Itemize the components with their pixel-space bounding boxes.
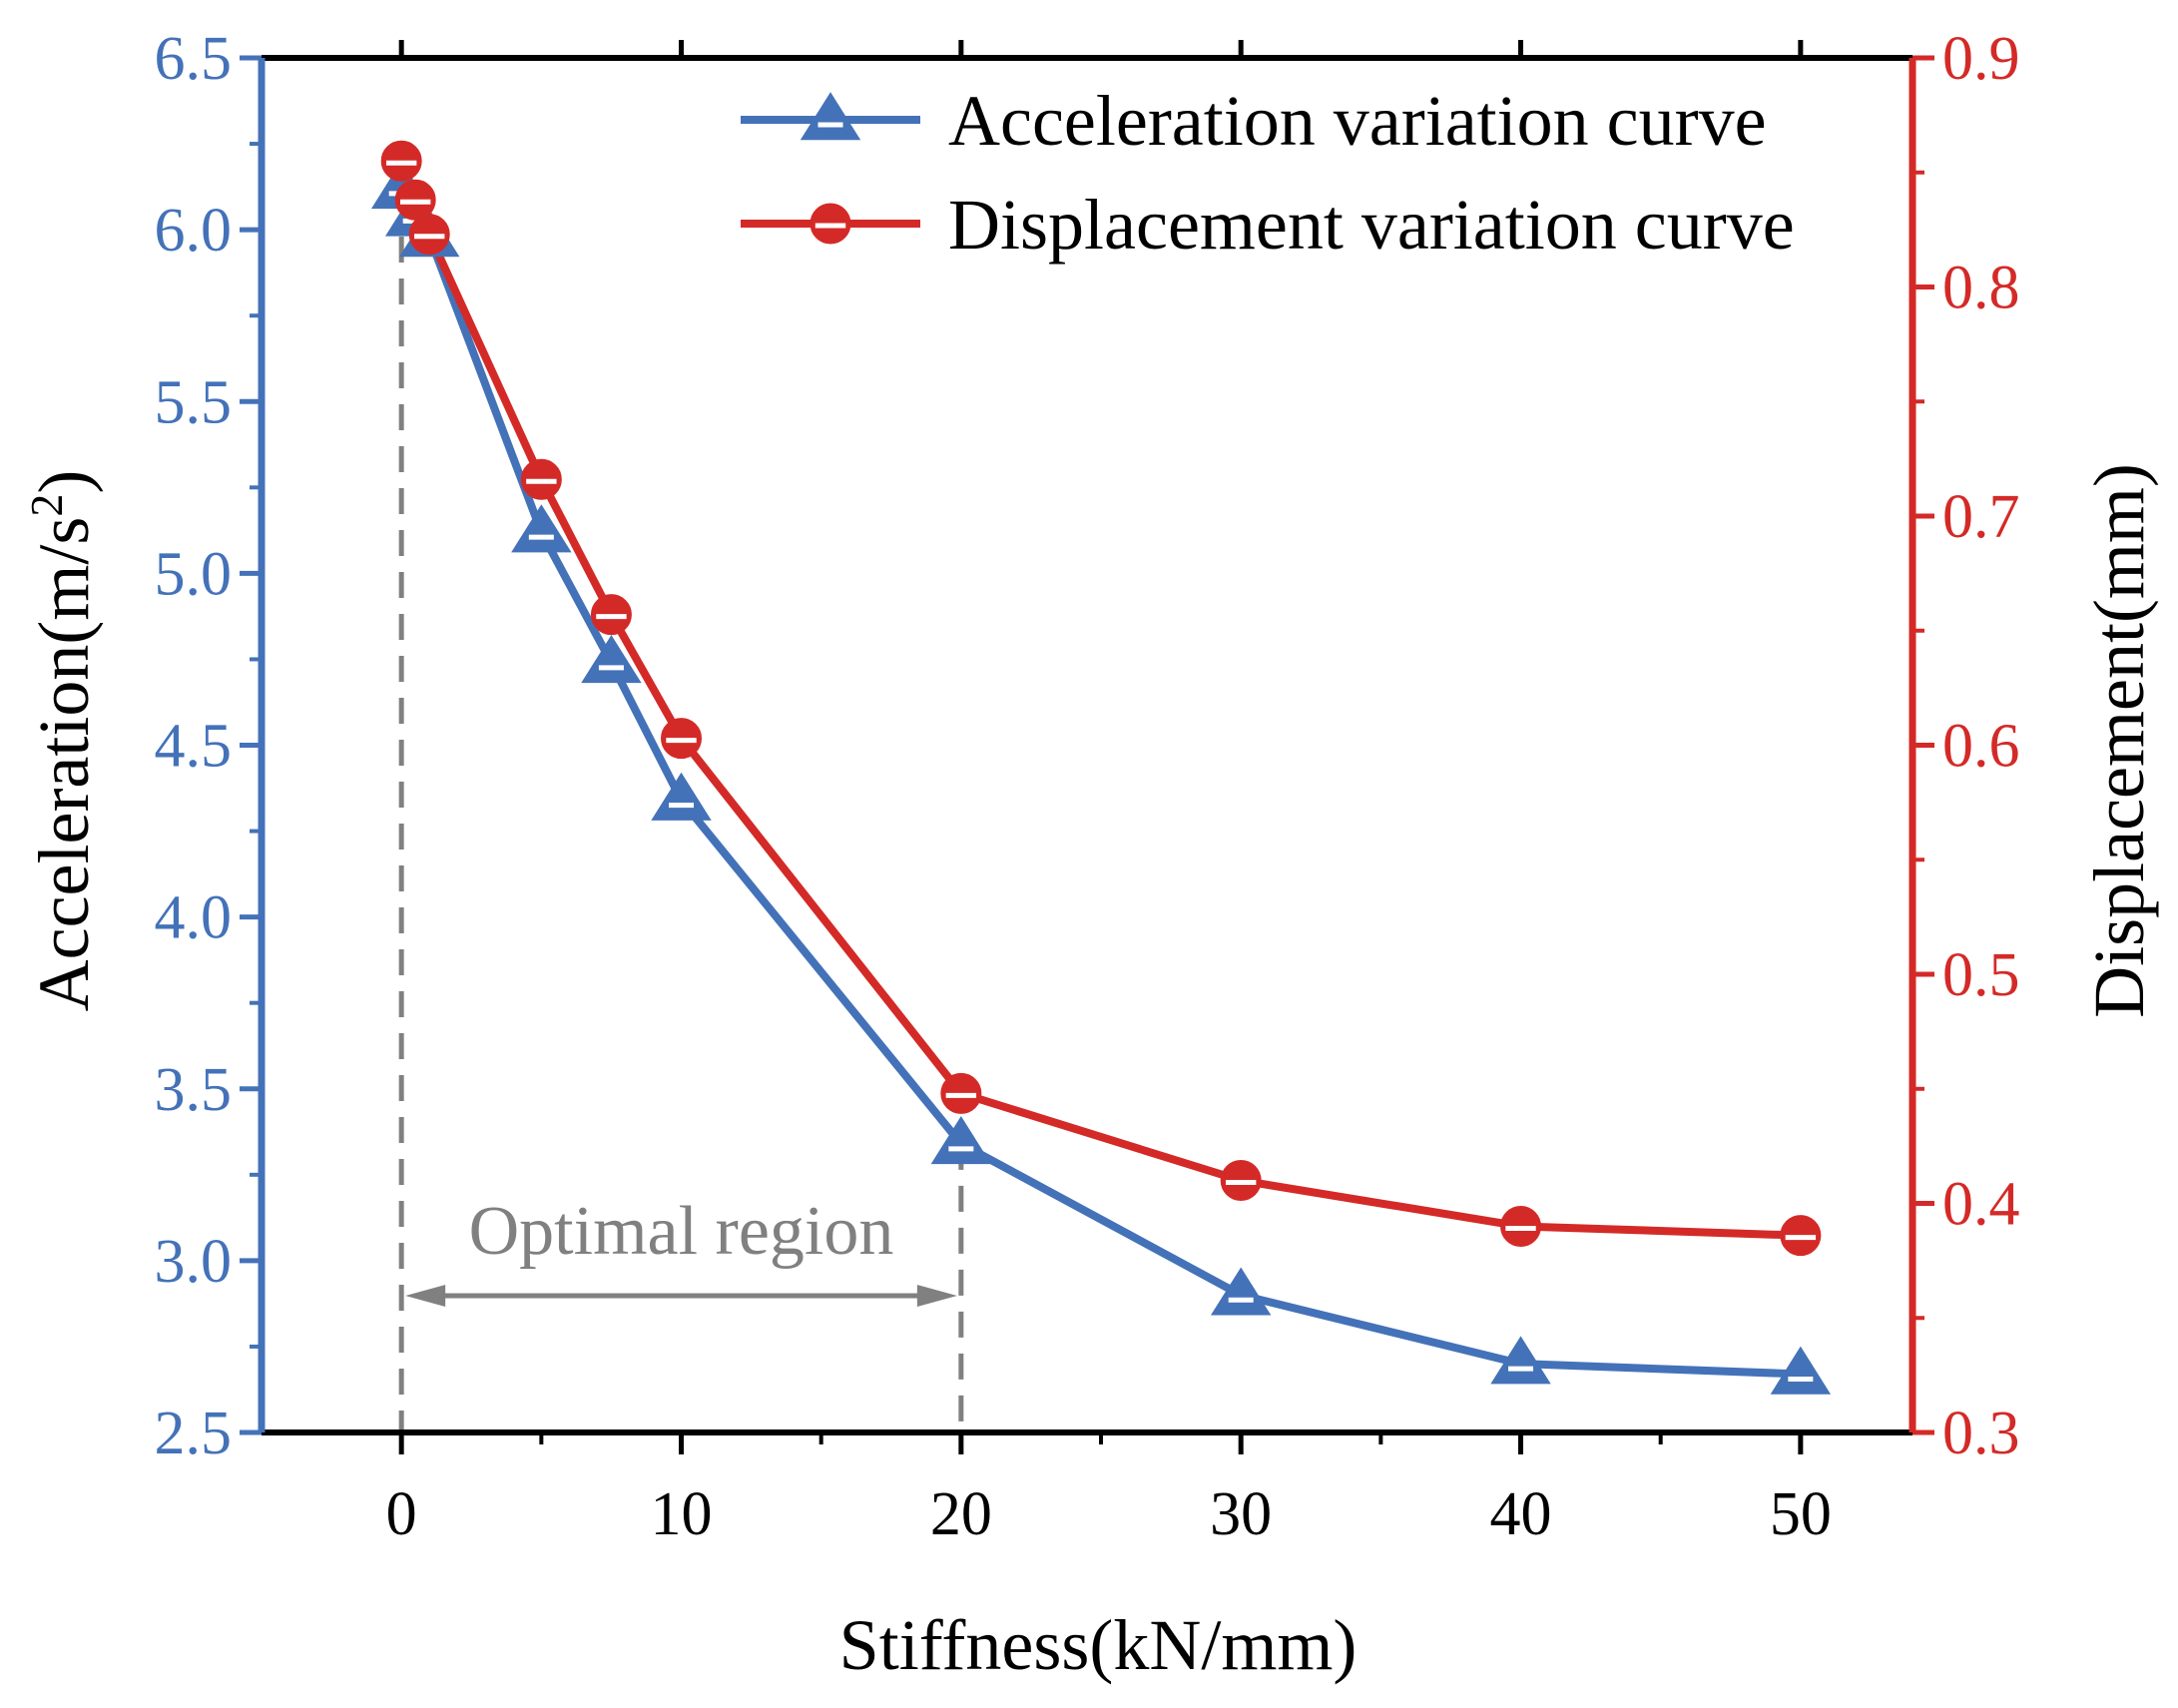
displacement-data-point	[408, 214, 450, 256]
displacement-data-point	[380, 140, 422, 182]
displacement-data-point	[394, 179, 436, 221]
y-right-tick-label: 0.5	[1942, 941, 2020, 1009]
x-tick-label: 40	[1490, 1480, 1552, 1548]
triangle-marker-shape	[511, 504, 572, 553]
optimal-region-label: Optimal region	[469, 1193, 894, 1270]
legend-label: Displacement variation curve	[948, 185, 1795, 265]
y-right-tick-label: 0.7	[1942, 483, 2020, 551]
displacement-series-line	[397, 159, 1801, 1240]
y-left-axis-title: Acceleration(m/s2)	[21, 470, 104, 1012]
legend-circle-marker	[810, 203, 851, 245]
x-tick-label: 0	[386, 1480, 417, 1548]
triangle-marker-shape	[651, 772, 712, 821]
triangle-marker-shape	[1770, 1346, 1832, 1395]
acceleration-data-point	[1210, 1267, 1272, 1316]
y-left-tick-label: 4.5	[155, 713, 233, 781]
displacement-data-point	[1500, 1205, 1542, 1247]
y-right-tick-label: 0.4	[1942, 1171, 2020, 1239]
y-left-tick-label: 2.5	[155, 1400, 233, 1467]
optimal-region-annotation: Optimal region	[398, 237, 964, 1432]
acceleration-data-point	[581, 635, 642, 684]
triangle-marker-shape	[1210, 1267, 1272, 1316]
y-left-tick-label: 6.0	[155, 197, 233, 265]
y-left-tick-label: 6.5	[155, 25, 233, 93]
y-right-tick-label: 0.3	[1942, 1400, 2020, 1467]
y-left-title-superscript: 2	[21, 494, 72, 517]
x-tick-label: 30	[1210, 1480, 1272, 1548]
displacement-data-point	[661, 718, 703, 760]
tick-layer: 0 10 20 30 40 50 2.5 3.0 3.5 4.0 4.5 5.0 5.5 6.0 6.5 0.…	[155, 25, 2020, 1548]
y-right-axis-title: Displacement(mm)	[2079, 463, 2159, 1018]
y-left-tick-label: 5.5	[155, 368, 233, 436]
series-layer	[370, 140, 1832, 1395]
triangle-marker-shape	[1490, 1336, 1551, 1385]
y-right-tick-label: 0.9	[1942, 25, 2020, 93]
acceleration-data-point	[1770, 1346, 1832, 1395]
y-right-tick-label: 0.6	[1942, 713, 2020, 781]
legend-item-acceleration: Acceleration variation curve	[741, 81, 1767, 161]
x-tick-label: 10	[651, 1480, 713, 1548]
optimal-region-arrowhead-left	[405, 1285, 446, 1307]
y-left-title-tail: )	[24, 470, 104, 494]
y-left-tick-label: 4.0	[155, 884, 233, 952]
legend-triangle-marker	[800, 92, 861, 141]
triangle-marker-shape	[581, 635, 642, 684]
acceleration-data-point	[651, 772, 712, 821]
displacement-data-point	[520, 458, 562, 500]
y-left-title-base: Acceleration(m/s	[24, 517, 104, 1012]
legend-label: Acceleration variation curve	[948, 81, 1767, 161]
displacement-data-point	[940, 1072, 982, 1114]
y-left-tick-label: 3.5	[155, 1056, 233, 1124]
y-left-tick-label: 3.0	[155, 1228, 233, 1296]
x-axis-title: Stiffness(kN/mm)	[839, 1605, 1358, 1685]
legend: Acceleration variation curve Displacement…	[741, 81, 1795, 265]
optimal-region-arrowhead-right	[916, 1285, 957, 1307]
x-tick-label: 20	[930, 1480, 992, 1548]
displacement-data-point	[1780, 1215, 1822, 1257]
triangle-marker-shape	[800, 92, 861, 141]
displacement-data-point	[1220, 1160, 1262, 1202]
acceleration-data-point	[511, 504, 572, 553]
triangle-marker-shape	[930, 1116, 992, 1165]
x-tick-label: 50	[1770, 1480, 1832, 1548]
displacement-data-point	[590, 594, 632, 636]
legend-item-displacement: Displacement variation curve	[741, 185, 1795, 265]
y-right-tick-label: 0.8	[1942, 255, 2020, 322]
acceleration-data-point	[1490, 1336, 1551, 1385]
y-left-tick-label: 5.0	[155, 540, 233, 608]
acceleration-data-point	[930, 1116, 992, 1165]
